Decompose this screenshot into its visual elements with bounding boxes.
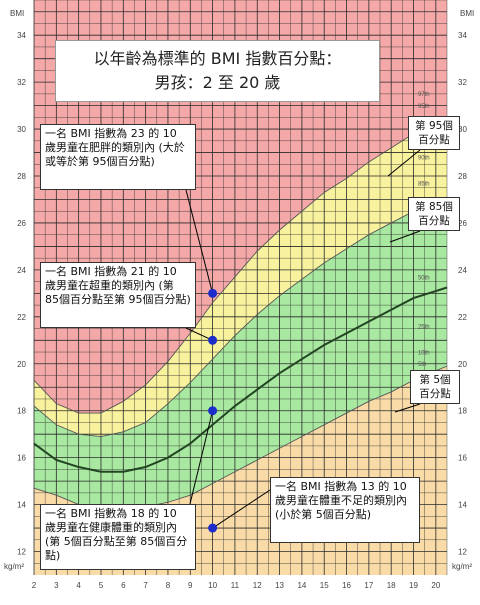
series-line-50th — [33, 286, 448, 473]
callout-arrow — [387, 149, 421, 177]
callout-95th: 第 95個 百分點 — [408, 116, 460, 150]
y-tick-label-right: 18 — [458, 407, 467, 416]
callout-arrow — [389, 230, 421, 243]
percentile-label-25th: 25th — [418, 325, 430, 331]
callout-arrow — [394, 403, 421, 413]
unit-label-left: kg/m² — [4, 562, 24, 571]
chart-title-line2: 男孩：2 至 20 歲 — [154, 73, 281, 92]
y-tick-label-left: 28 — [17, 172, 26, 181]
percentile-label-90th: 90th — [418, 156, 430, 162]
x-tick-label: 6 — [121, 581, 126, 590]
percentile-label-10th: 10th — [418, 350, 430, 356]
x-tick-label: 5 — [99, 581, 104, 590]
x-tick-label: 18 — [387, 581, 396, 590]
percentile-label-85th: 85th — [418, 181, 430, 187]
unit-label-right: kg/m² — [452, 562, 472, 571]
percentile-label-95th: 95th — [418, 104, 430, 110]
series-line-95th — [33, 119, 448, 414]
data-point — [208, 335, 218, 345]
x-tick-label: 4 — [76, 581, 81, 590]
x-tick-label: 14 — [297, 581, 306, 590]
x-tick-label: 3 — [54, 581, 59, 590]
y-tick-label-right: 14 — [458, 501, 467, 510]
annotation-obese: 一名 BMI 指數為 23 的 10 歲男童在肥胖的類別內 (大於或等於第 95… — [40, 124, 196, 190]
x-tick-label: 9 — [188, 581, 193, 590]
leader-line — [189, 410, 214, 505]
y-tick-label-right: 12 — [458, 548, 467, 557]
x-tick-label: 2 — [32, 581, 37, 590]
x-tick-label: 7 — [143, 581, 148, 590]
leader-line — [185, 327, 213, 341]
y-tick-label-left: 24 — [17, 266, 26, 275]
y-tick-label-left: 22 — [17, 313, 26, 322]
y-tick-label-right: 16 — [458, 454, 467, 463]
y-tick-label-right: 32 — [458, 78, 467, 87]
percentile-label-50th: 50th — [418, 275, 430, 281]
y-tick-label-right: 20 — [458, 360, 467, 369]
x-tick-label: 19 — [409, 581, 418, 590]
callout-85th: 第 85個 百分點 — [408, 197, 460, 231]
y-tick-label-left: 32 — [17, 78, 26, 87]
y-tick-label-left: 30 — [17, 125, 26, 134]
y-tick-label-right: 28 — [458, 172, 467, 181]
x-tick-label: 11 — [231, 581, 240, 590]
y-tick-label-right: 26 — [458, 219, 467, 228]
y-tick-label-right: 34 — [458, 31, 467, 40]
x-tick-label: 12 — [253, 581, 262, 590]
y-axis-label-left: BMI — [10, 9, 24, 18]
y-tick-label-left: 14 — [17, 501, 26, 510]
data-point — [208, 406, 218, 416]
annotation-underweight: 一名 BMI 指數為 13 的 10 歲男童在體重不足的類別內 (小於第 5個百… — [270, 477, 420, 543]
x-tick-label: 10 — [208, 581, 217, 590]
x-tick-label: 15 — [320, 581, 329, 590]
data-point — [208, 288, 218, 298]
x-tick-label: 8 — [166, 581, 171, 590]
chart-title-box: 以年齡為標準的 BMI 指數百分點： 男孩：2 至 20 歲 — [55, 40, 380, 102]
y-tick-label-left: 34 — [17, 31, 26, 40]
x-tick-label: 20 — [431, 581, 440, 590]
y-tick-label-left: 18 — [17, 407, 26, 416]
zone-overweight — [34, 119, 447, 437]
leader-line — [185, 189, 214, 294]
data-point — [208, 523, 218, 533]
annotation-healthy: 一名 BMI 指數為 18 的 10 歲男童在健康體重的類別內 (第 5個百分點… — [40, 504, 196, 570]
zone-healthy — [34, 197, 447, 510]
y-tick-label-right: 22 — [458, 313, 467, 322]
y-tick-label-left: 16 — [17, 454, 26, 463]
percentile-label-97th: 97th — [418, 92, 430, 98]
x-tick-label: 16 — [342, 581, 351, 590]
x-tick-label: 17 — [364, 581, 373, 590]
annotation-overweight: 一名 BMI 指數為 21 的 10 歲男童在超重的類別內 (第 85個百分點至… — [40, 262, 196, 328]
x-tick-label: 13 — [275, 581, 284, 590]
percentile-label-5th: 5th — [418, 362, 426, 368]
y-tick-label-left: 26 — [17, 219, 26, 228]
y-tick-label-left: 12 — [17, 548, 26, 557]
leader-line — [212, 489, 271, 529]
y-tick-label-right: 24 — [458, 266, 467, 275]
y-tick-label-right: 30 — [458, 125, 467, 134]
series-line-85th — [33, 196, 448, 437]
y-tick-label-left: 20 — [17, 360, 26, 369]
callout-5th: 第 5個 百分點 — [410, 370, 460, 404]
y-axis-label-right: BMI — [460, 9, 474, 18]
chart-title-line1: 以年齡為標準的 BMI 指數百分點： — [93, 49, 342, 68]
